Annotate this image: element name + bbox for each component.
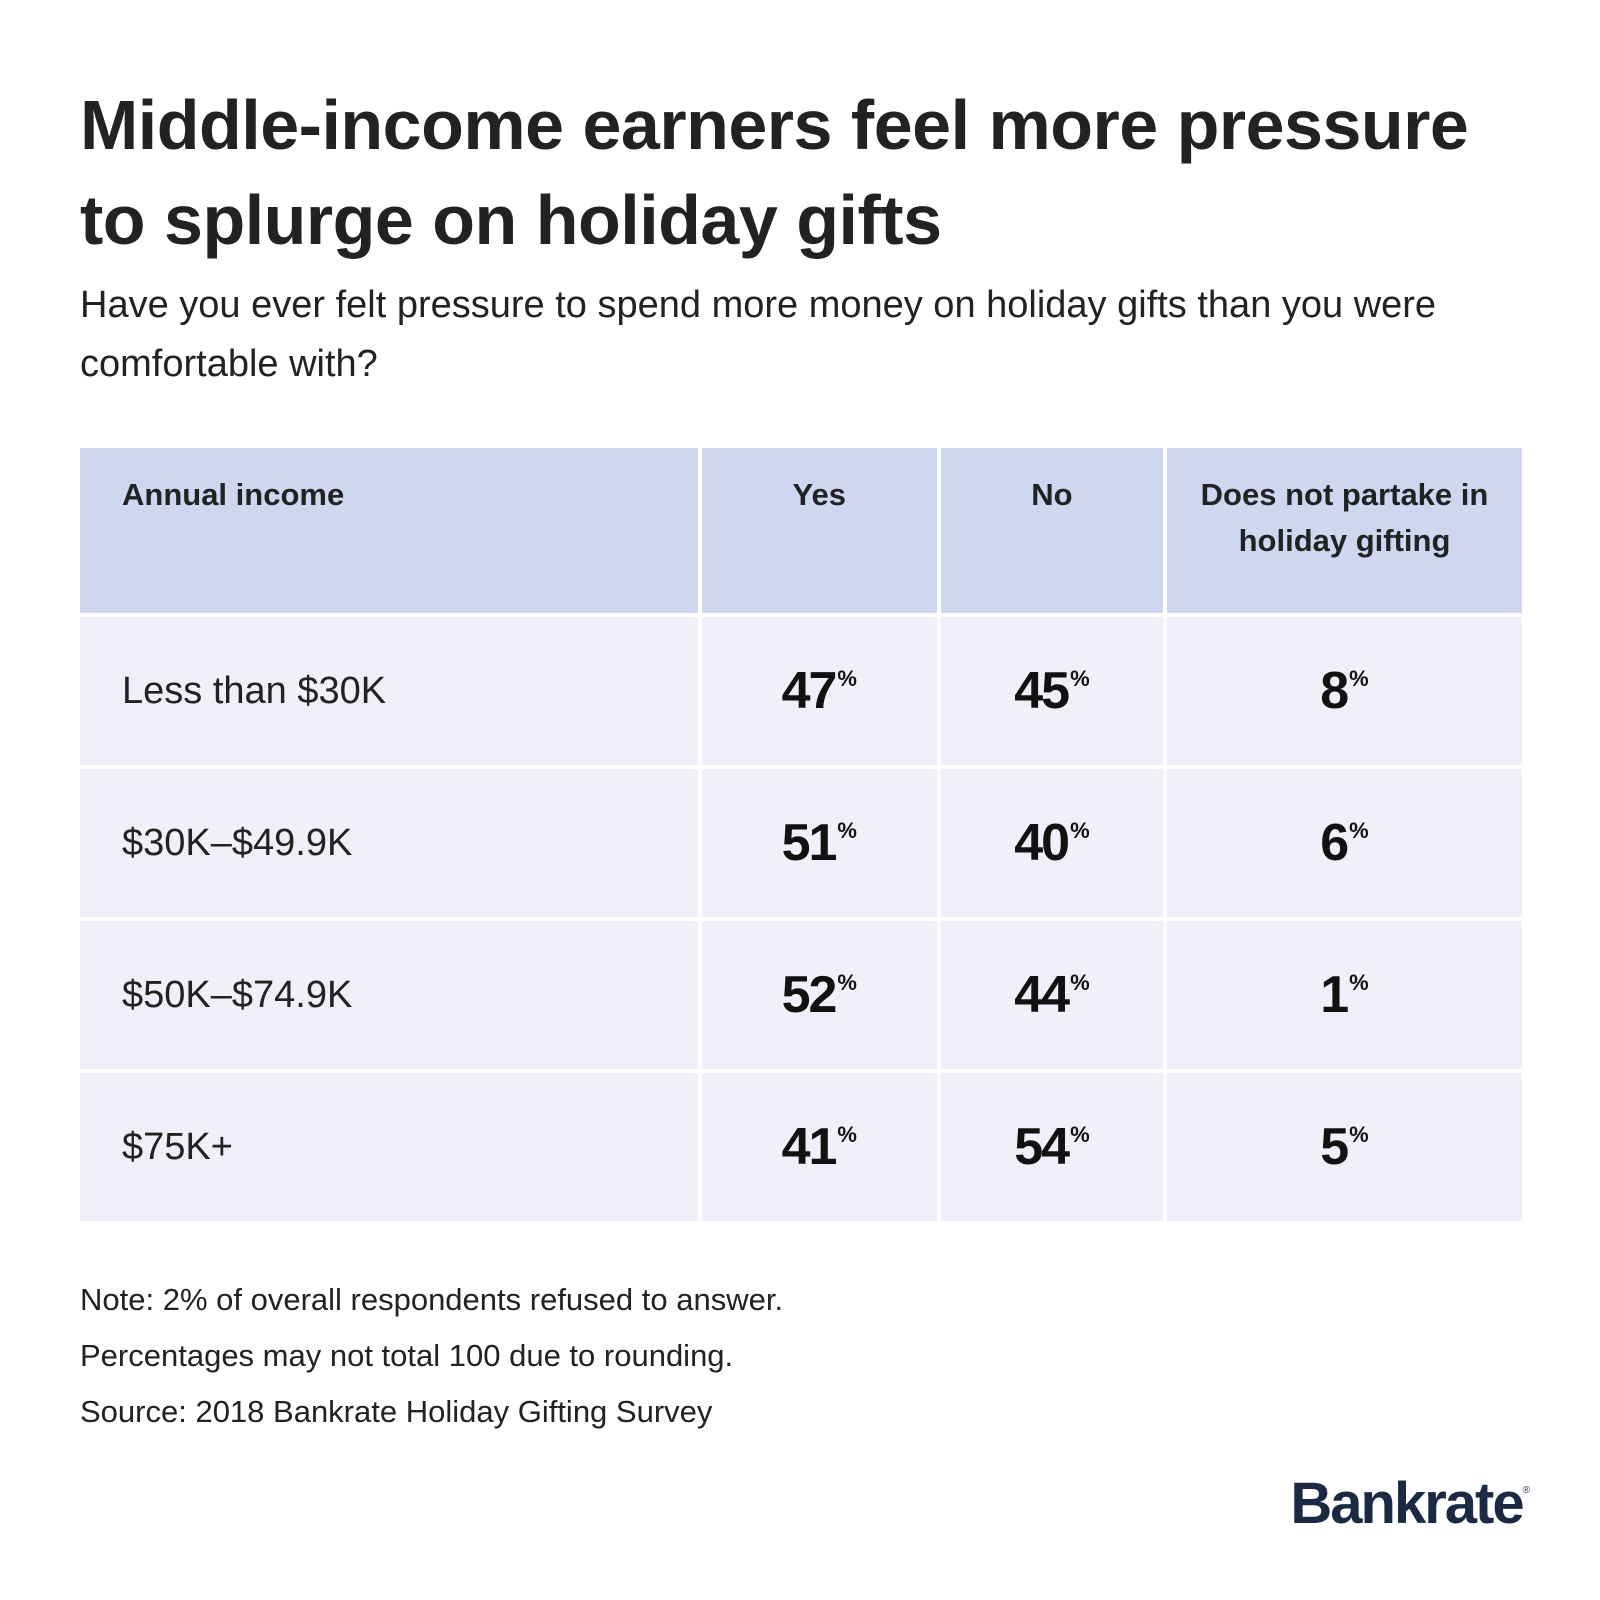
value-number: 54 (1014, 1118, 1070, 1176)
table-header-row: Annual income Yes No Does not partake in… (80, 448, 1522, 613)
table-body: Less than $30K 47% 45% 8% $30K–$49.9K 51% 40% 6… (80, 617, 1522, 1221)
table-row: $30K–$49.9K 51% 40% 6% (80, 769, 1522, 917)
value-cell: 47% (701, 617, 937, 765)
bankrate-logo: Bankrate® (1290, 1470, 1530, 1537)
chart-subtitle: Have you ever felt pressure to spend mor… (80, 284, 1437, 385)
table-row: $75K+ 41% 54% 5% (80, 1073, 1522, 1221)
value-cell: 1% (1167, 921, 1522, 1069)
percent-sign: % (1070, 818, 1090, 843)
value-cell: 8% (1167, 617, 1522, 765)
value-cell: 51% (701, 769, 937, 917)
percent-sign: % (1070, 666, 1090, 691)
value-number: 41 (781, 1118, 838, 1176)
table-row: $50K–$74.9K 52% 44% 1% (80, 921, 1522, 1069)
chart-title: Middle-income earners feel more pressure… (80, 86, 1469, 259)
percent-sign: % (837, 666, 857, 691)
footnotes: Note: 2% of overall respondents refused … (80, 1272, 783, 1440)
survey-table: Annual income Yes No Does not partake in… (76, 444, 1526, 1225)
value-cell: 41% (701, 1073, 937, 1221)
table-row: Less than $30K 47% 45% 8% (80, 617, 1522, 765)
column-header: Does not partake in holiday gifting (1167, 448, 1522, 613)
value-number: 6 (1320, 814, 1349, 872)
percent-sign: % (1349, 970, 1369, 995)
value-number: 1 (1320, 966, 1349, 1024)
percent-sign: % (1349, 666, 1369, 691)
column-header: Annual income (80, 448, 698, 613)
value-number: 47 (781, 662, 838, 720)
note-source: Source: 2018 Bankrate Holiday Gifting Su… (80, 1394, 713, 1429)
value-cell: 5% (1167, 1073, 1522, 1221)
logo-text: Bankrate (1290, 1471, 1524, 1536)
column-header: No (940, 448, 1163, 613)
registered-mark: ® (1522, 1485, 1530, 1496)
income-bracket-label: $30K–$49.9K (80, 769, 698, 917)
value-cell: 45% (940, 617, 1163, 765)
income-bracket-label: $75K+ (80, 1073, 698, 1221)
note-refused: Note: 2% of overall respondents refused … (80, 1282, 784, 1317)
value-cell: 6% (1167, 769, 1522, 917)
value-number: 40 (1014, 814, 1070, 872)
percent-sign: % (837, 818, 857, 843)
percent-sign: % (1070, 970, 1090, 995)
percent-sign: % (837, 1122, 857, 1147)
percent-sign: % (1070, 1122, 1090, 1147)
income-bracket-label: $50K–$74.9K (80, 921, 698, 1069)
value-cell: 44% (940, 921, 1163, 1069)
value-number: 52 (781, 966, 838, 1024)
percent-sign: % (1349, 818, 1369, 843)
value-number: 45 (1014, 662, 1070, 720)
column-header: Yes (701, 448, 937, 613)
value-number: 44 (1014, 966, 1070, 1024)
percent-sign: % (1349, 1122, 1369, 1147)
value-number: 51 (781, 814, 838, 872)
value-number: 8 (1320, 662, 1349, 720)
value-number: 5 (1320, 1118, 1349, 1176)
value-cell: 54% (940, 1073, 1163, 1221)
value-cell: 52% (701, 921, 937, 1069)
income-bracket-label: Less than $30K (80, 617, 698, 765)
percent-sign: % (837, 970, 857, 995)
note-rounding: Percentages may not total 100 due to rou… (80, 1338, 734, 1373)
value-cell: 40% (940, 769, 1163, 917)
